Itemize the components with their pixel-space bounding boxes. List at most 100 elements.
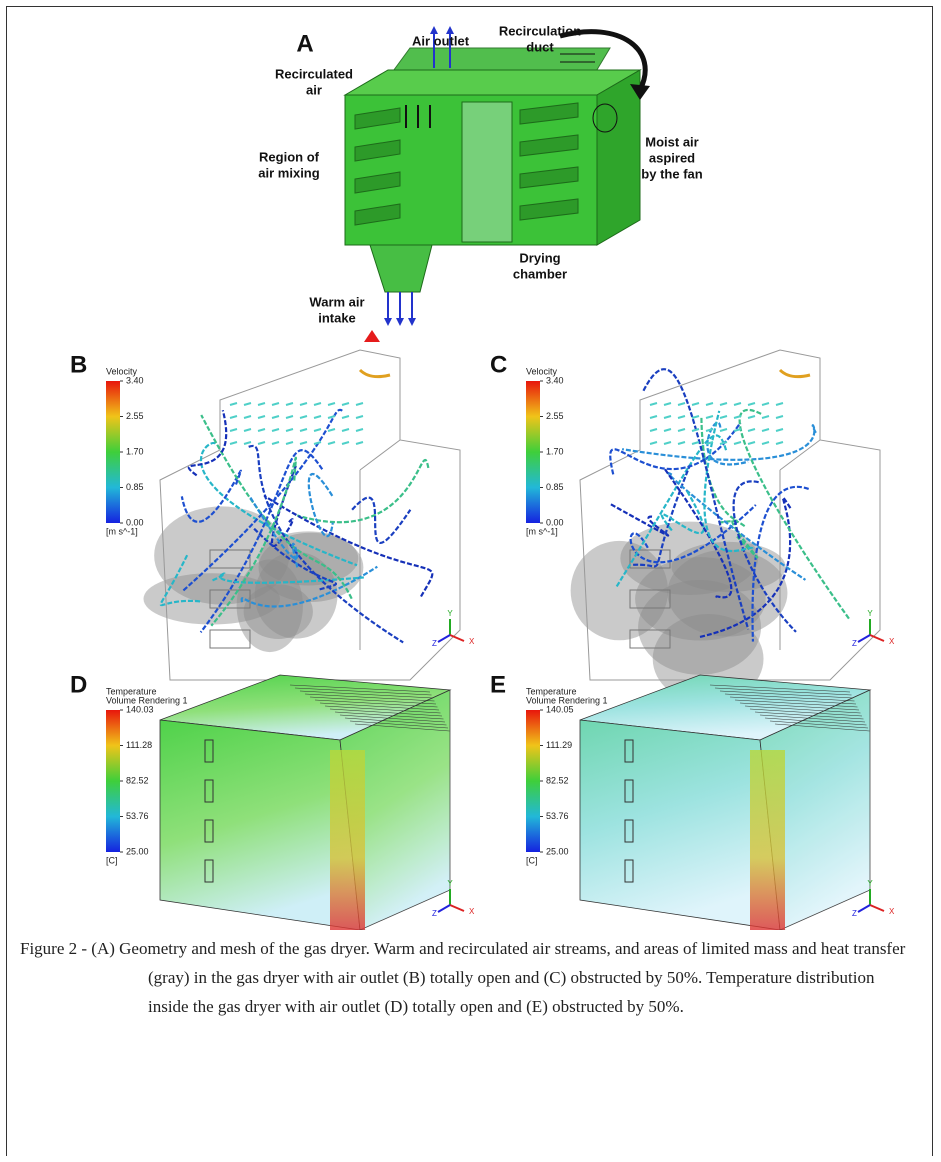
streamline: [189, 410, 226, 475]
annotation-label: Air outlet: [412, 33, 470, 48]
colorbar-tick-label: 3.40: [546, 375, 564, 385]
vector-arrow: [300, 429, 307, 431]
vector-arrow: [706, 403, 713, 405]
annotation-label: Recirculation: [499, 23, 581, 38]
axis-label: X: [469, 637, 475, 646]
vector-arrow: [664, 416, 671, 418]
colorbar: [106, 710, 120, 852]
vector-arrow: [678, 403, 685, 405]
colorbar-tick-label: 53.76: [546, 811, 569, 821]
annotation-label: by the fan: [641, 166, 702, 181]
vector-arrow: [650, 442, 657, 444]
vector-arrow: [720, 403, 727, 405]
vector-arrow: [776, 416, 783, 418]
vector-arrow: [776, 429, 783, 431]
vector-arrow: [244, 403, 251, 405]
axis-label: X: [889, 637, 895, 646]
vector-arrow: [678, 442, 685, 444]
vector-arrow: [762, 403, 769, 405]
vector-arrow: [748, 442, 755, 444]
annotation-label: Moist air: [645, 134, 698, 149]
axis-z: [438, 905, 450, 912]
vector-arrow: [314, 442, 321, 444]
vector-arrow: [734, 403, 741, 405]
vector-arrow: [314, 429, 321, 431]
vector-arrow: [244, 442, 251, 444]
annotation-label: aspired: [649, 150, 695, 165]
drying-chamber: [462, 102, 512, 242]
colorbar-tick-label: 140.05: [546, 704, 574, 714]
vector-arrow: [272, 429, 279, 431]
axis-z: [438, 635, 450, 642]
top-face: [345, 70, 640, 95]
vector-arrow: [272, 442, 279, 444]
intake-arrow-head: [384, 318, 392, 326]
vector-arrow: [748, 429, 755, 431]
panel-e: ETemperatureVolume Rendering 1140.05111.…: [490, 671, 895, 930]
axis-label: X: [469, 907, 475, 916]
colorbar-tick-label: 1.70: [126, 446, 144, 456]
vector-arrow: [734, 442, 741, 444]
vector-arrow: [342, 416, 349, 418]
panel-letter: A: [296, 30, 313, 57]
vector-arrow: [748, 416, 755, 418]
hot-channel: [330, 750, 365, 930]
axis-z: [858, 635, 870, 642]
annotation-label: Drying: [519, 250, 560, 265]
axis-label: Y: [447, 609, 453, 618]
panel-letter: D: [70, 671, 87, 698]
vector-arrow: [286, 429, 293, 431]
panel-letter: B: [70, 351, 87, 378]
vector-arrow: [762, 442, 769, 444]
colorbar-tick-label: 2.55: [546, 411, 564, 421]
annotation-label: air mixing: [258, 165, 319, 180]
vector-arrow: [258, 416, 265, 418]
axis-label: Z: [852, 639, 857, 648]
vector-arrow: [342, 429, 349, 431]
vector-arrow: [342, 403, 349, 405]
colorbar-unit: [m s^-1]: [526, 526, 558, 536]
panel-a-drawing: [345, 26, 650, 342]
vector-arrow: [272, 403, 279, 405]
vector-arrow: [650, 403, 657, 405]
side-face: [597, 70, 640, 245]
figure-caption: Figure 2 - (A) Geometry and mesh of the …: [20, 934, 910, 1021]
panel-d: DTemperatureVolume Rendering 1140.03111.…: [70, 671, 475, 930]
streamline: [309, 474, 333, 536]
hopper: [370, 245, 432, 292]
vector-arrow: [342, 442, 349, 444]
colorbar-tick-label: 0.85: [126, 482, 144, 492]
colorbar-tick-label: 3.40: [126, 375, 144, 385]
vector-arrow: [230, 429, 237, 431]
colorbar-unit: [m s^-1]: [106, 526, 138, 536]
vector-arrow: [776, 442, 783, 444]
vector-arrow: [664, 442, 671, 444]
vector-arrow: [650, 416, 657, 418]
vector-arrow: [244, 416, 251, 418]
vector-arrow: [258, 442, 265, 444]
colorbar-tick-label: 111.29: [546, 740, 572, 750]
vector-arrow: [328, 429, 335, 431]
vector-arrow: [286, 442, 293, 444]
axis-label: Y: [867, 609, 873, 618]
annotation-label: Recirculated: [275, 66, 353, 81]
vector-arrow: [762, 429, 769, 431]
vector-arrow: [230, 403, 237, 405]
vector-arrow: [244, 429, 251, 431]
intake-arrow-head: [396, 318, 404, 326]
colorbar-tick-label: 1.70: [546, 446, 564, 456]
outlet-hotspot: [780, 370, 810, 377]
vector-arrow: [356, 429, 363, 431]
vector-arrow: [762, 416, 769, 418]
panel-letter: C: [490, 351, 507, 378]
colorbar-unit: [C]: [526, 855, 538, 865]
panel-b: BVelocity3.402.551.700.850.00[m s^-1]YXZ: [70, 350, 475, 680]
colorbar-tick-label: 53.76: [126, 811, 149, 821]
annotation-label: air: [306, 82, 322, 97]
colorbar-tick-label: 82.52: [126, 775, 149, 785]
page: Figure 2 {"panels":[ {"letter":"A","labe…: [0, 0, 941, 1162]
intake-marker: [364, 330, 380, 342]
vector-arrow: [258, 429, 265, 431]
